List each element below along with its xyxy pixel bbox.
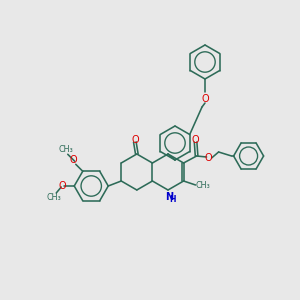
Text: O: O xyxy=(201,94,209,104)
Text: O: O xyxy=(70,155,77,165)
Text: O: O xyxy=(58,181,66,191)
Text: CH₃: CH₃ xyxy=(47,194,61,202)
Text: H: H xyxy=(170,196,176,205)
Text: N: N xyxy=(165,192,173,202)
Text: CH₃: CH₃ xyxy=(58,145,73,154)
Text: CH₃: CH₃ xyxy=(195,182,210,190)
Text: O: O xyxy=(192,135,200,145)
Text: O: O xyxy=(131,135,139,145)
Text: O: O xyxy=(205,153,212,163)
